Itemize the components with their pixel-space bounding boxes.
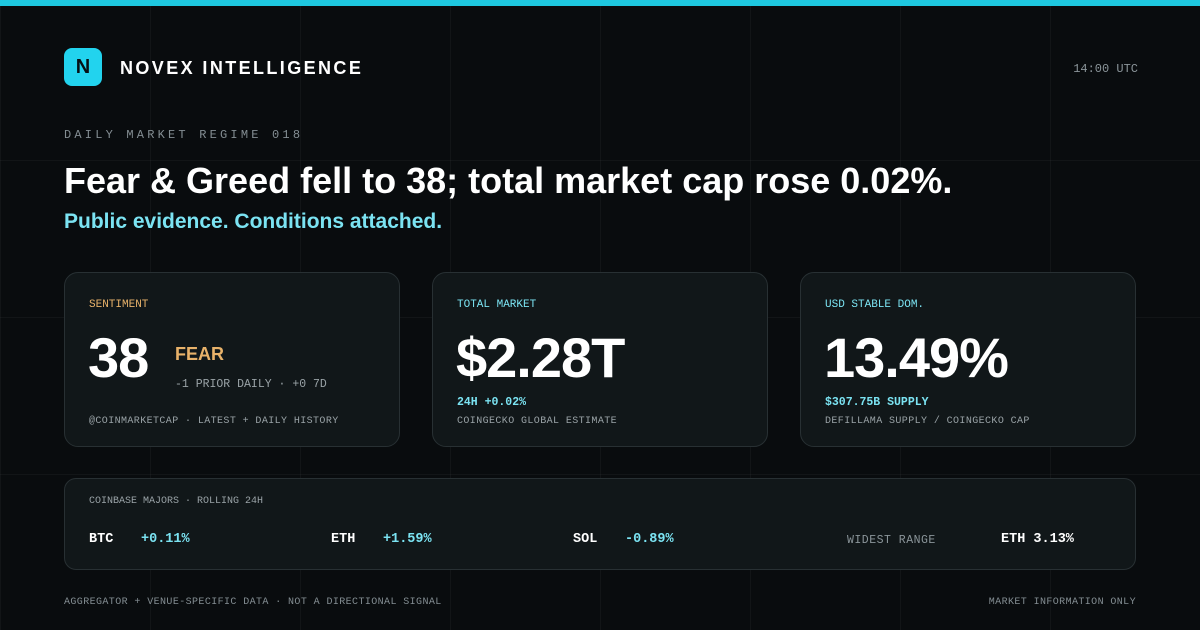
timestamp: 14:00 UTC	[1073, 62, 1138, 76]
card-detail: 24H +0.02%	[457, 396, 527, 409]
card-value: 13.49%	[824, 326, 1009, 389]
subhead: Public evidence. Conditions attached.	[64, 210, 443, 233]
card-detail: $307.75B SUPPLY	[825, 396, 929, 409]
card-value: 38	[88, 326, 149, 389]
market-card: TOTAL MARKET $2.28T 24H +0.02% COINGECKO…	[432, 272, 768, 447]
card-source: @COINMARKETCAP · LATEST + DAILY HISTORY	[89, 416, 339, 427]
top-bar	[0, 0, 1200, 6]
change: +0.11%	[141, 532, 190, 547]
card-label: USD STABLE DOM.	[825, 299, 925, 311]
majors-panel: COINBASE MAJORS · ROLLING 24H BTC +0.11%…	[64, 478, 1136, 570]
symbol: SOL	[573, 532, 598, 547]
card-source: COINGECKO GLOBAL ESTIMATE	[457, 416, 618, 427]
symbol: ETH	[331, 532, 356, 547]
card-source: DEFILLAMA SUPPLY / COINGECKO CAP	[825, 416, 1030, 427]
symbol: BTC	[89, 532, 114, 547]
logo: N	[64, 48, 102, 86]
card-label: SENTIMENT	[89, 299, 149, 311]
sentiment-card: SENTIMENT 38 FEAR -1 PRIOR DAILY · +0 7D…	[64, 272, 400, 447]
kicker: DAILY MARKET REGIME 018	[64, 128, 304, 142]
change: -0.89%	[625, 532, 674, 547]
footer-left: AGGREGATOR + VENUE-SPECIFIC DATA · NOT A…	[64, 597, 442, 608]
headline: Fear & Greed fell to 38; total market ca…	[64, 160, 953, 201]
stable-card: USD STABLE DOM. 13.49% $307.75B SUPPLY D…	[800, 272, 1136, 447]
card-value: $2.28T	[456, 326, 625, 389]
brand: NOVEX INTELLIGENCE	[120, 58, 364, 78]
change: +1.59%	[383, 532, 432, 547]
card-label: TOTAL MARKET	[457, 299, 537, 311]
card-detail: -1 PRIOR DAILY · +0 7D	[175, 378, 327, 391]
widest-value: ETH 3.13%	[1001, 532, 1074, 547]
panel-label: COINBASE MAJORS · ROLLING 24H	[89, 496, 264, 507]
footer-right: MARKET INFORMATION ONLY	[988, 597, 1136, 608]
card-tag: FEAR	[175, 344, 224, 364]
widest-label: WIDEST RANGE	[847, 534, 936, 547]
